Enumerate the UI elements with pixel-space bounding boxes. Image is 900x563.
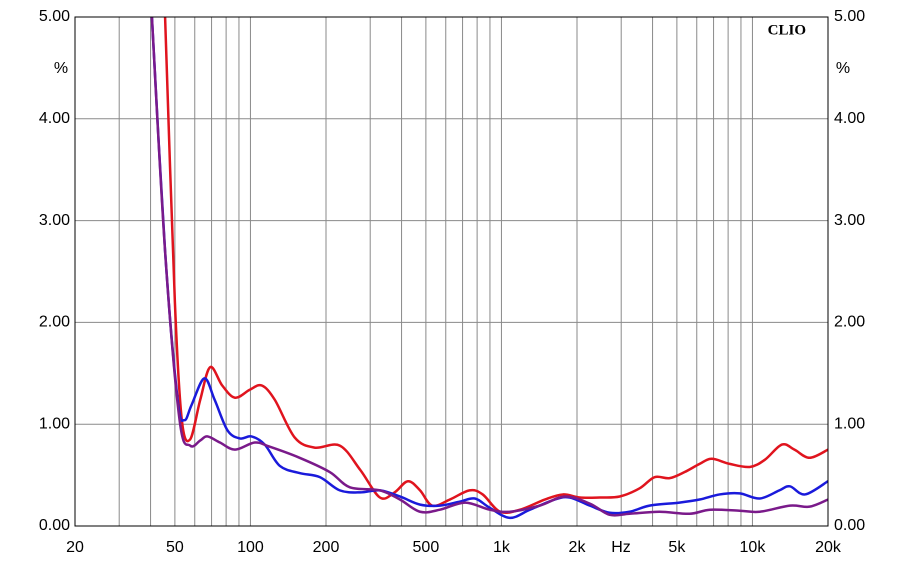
y2-tick-label: 1.00 [834,415,865,432]
y-tick-label: 3.00 [39,212,70,229]
x-axis-label: Hz [611,539,631,556]
y2-tick-label: 3.00 [834,212,865,229]
x-tick-label: 10k [740,539,767,556]
x-tick-label: 50 [166,539,184,556]
x-tick-label: 20k [815,539,842,556]
y2-tick-label: 2.00 [834,314,865,331]
y-tick-label: 0.00 [39,517,70,534]
y-axis-label: % [54,60,68,77]
plot-lines [150,17,828,520]
series-line [163,17,828,515]
brand: CLIO [768,22,806,38]
x-tick-label: 100 [237,539,264,556]
x-tick-label: 500 [413,539,440,556]
y2-tick-label: 0.00 [834,517,865,534]
y-tick-label: 1.00 [39,415,70,432]
x-tick-label: 1k [493,539,511,556]
x-tick-label: 2k [569,539,587,556]
x-tick-label: 200 [313,539,340,556]
plot-frame [74,16,829,527]
x-tick-label: 5k [668,539,686,556]
y-tick-label: 4.00 [39,110,70,127]
series-line [150,17,828,520]
y2-tick-label: 4.00 [834,110,865,127]
y-tick-label: 2.00 [39,314,70,331]
y2-tick-label: 5.00 [834,8,865,25]
x-tick-label: 20 [66,539,84,556]
y2-axis-label: % [836,60,850,77]
series-line [150,17,828,517]
y-tick-label: 5.00 [39,8,70,25]
